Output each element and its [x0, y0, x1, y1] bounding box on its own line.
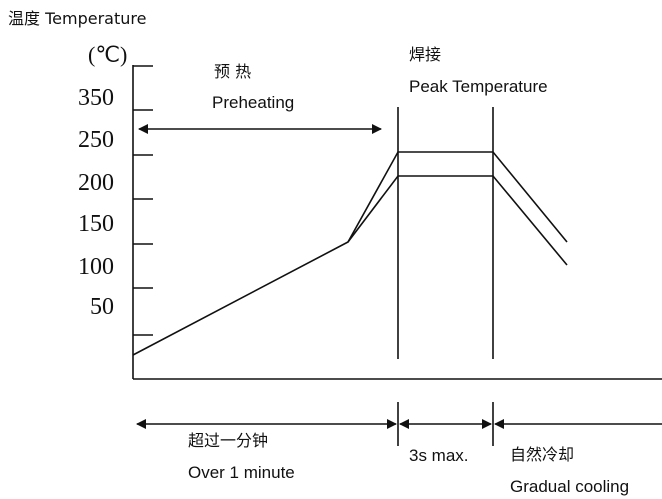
tick-label: 350 — [78, 85, 114, 111]
peak-label-en: Peak Temperature — [409, 77, 548, 96]
profile-curve-lower — [347, 175, 568, 266]
preheat-label-en: Preheating — [212, 93, 294, 112]
preheat-label-cn: 预 热 — [214, 62, 251, 81]
peak-label-cn: 焊接 — [409, 45, 441, 64]
profile-curve-upper — [132, 151, 568, 356]
y-axis-unit: (℃) — [88, 42, 127, 67]
cooling-label-cn: 自然冷却 — [510, 445, 574, 464]
y-axis-title: 温度 Temperature — [8, 9, 146, 28]
cooling-label-en: Gradual cooling — [510, 477, 629, 496]
tick-label: 200 — [78, 170, 114, 196]
over-minute-label-en: Over 1 minute — [188, 463, 295, 482]
tick-label: 150 — [78, 211, 114, 237]
over-minute-label-cn: 超过一分钟 — [188, 431, 268, 450]
tick-label: 50 — [90, 294, 114, 320]
peak-time-label: 3s max. — [409, 446, 469, 465]
tick-label: 100 — [78, 254, 114, 280]
tick-label: 250 — [78, 127, 114, 153]
